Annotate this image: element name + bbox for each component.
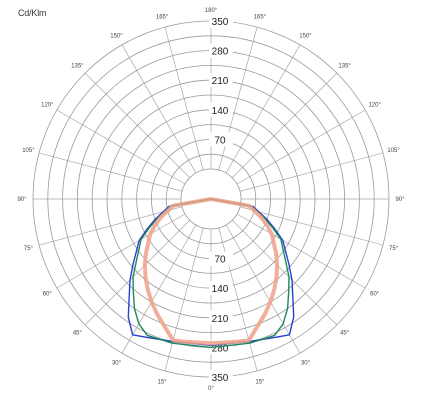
radial-tick-label-lower: 210 <box>212 314 229 325</box>
radial-tick-label-upper: 350 <box>212 17 229 28</box>
angle-tick-label: 45° <box>340 331 350 337</box>
angle-tick-label: 150° <box>299 33 312 39</box>
radial-tick-label-lower: 350 <box>212 373 229 384</box>
angle-tick-label: 135° <box>338 63 351 69</box>
angle-tick-label: 60° <box>370 292 380 298</box>
angle-tick-label: 120° <box>368 103 381 109</box>
radial-tick-label-lower: 140 <box>212 284 229 295</box>
angle-tick-label: 165° <box>254 14 267 20</box>
angle-tick-label: 180° <box>205 8 218 14</box>
angle-tick-label: 15° <box>158 380 168 386</box>
grid-circle <box>106 94 316 304</box>
radial-label-bg <box>209 310 233 325</box>
angle-tick-label: 0° <box>208 386 214 392</box>
series-curve-1 <box>127 198 295 346</box>
angle-tick-label: 120° <box>41 103 54 109</box>
angle-tick-label: 60° <box>43 292 53 298</box>
radial-tick-label-upper: 210 <box>212 76 229 87</box>
radial-tick-label-upper: 280 <box>212 47 229 58</box>
angle-tick-label: 90° <box>395 197 405 203</box>
angle-tick-label: 75° <box>389 246 399 252</box>
grid-circle-inner <box>180 168 242 230</box>
radial-tick-label-lower: 70 <box>214 255 226 266</box>
radial-tick-label-lower: 280 <box>212 343 229 354</box>
radial-label-bg <box>209 251 233 266</box>
grid-circle <box>76 64 346 334</box>
radial-label-bg <box>209 73 233 88</box>
angle-tick-label: 150° <box>110 33 123 39</box>
unit-label: Cd/Klm <box>18 8 47 18</box>
radial-label-bg <box>209 281 233 296</box>
radial-tick-label-upper: 70 <box>214 135 226 146</box>
angle-tick-label: 105° <box>387 148 400 154</box>
angle-tick-label: 165° <box>156 14 169 20</box>
radial-label-bg <box>209 14 233 28</box>
angle-tick-label: 90° <box>17 197 27 203</box>
radial-label-bg <box>209 102 233 117</box>
angle-tick-label: 15° <box>255 380 265 386</box>
radial-label-bg <box>209 132 233 147</box>
angle-tick-label: 30° <box>112 361 122 367</box>
angle-tick-label: 30° <box>301 361 311 367</box>
series-curve-3 <box>142 197 280 346</box>
radial-tick-label-upper: 140 <box>212 106 229 117</box>
grid-circle <box>165 153 257 245</box>
grid-circle <box>47 35 375 363</box>
radial-label-bg <box>209 43 233 58</box>
angle-tick-label: 45° <box>73 331 83 337</box>
series-curve-2 <box>132 198 290 349</box>
angle-tick-label: 135° <box>71 63 84 69</box>
angle-tick-label: 105° <box>22 148 35 154</box>
angle-tick-label: 75° <box>24 246 34 252</box>
grid-circle <box>136 124 286 274</box>
radial-label-bg <box>209 370 233 384</box>
